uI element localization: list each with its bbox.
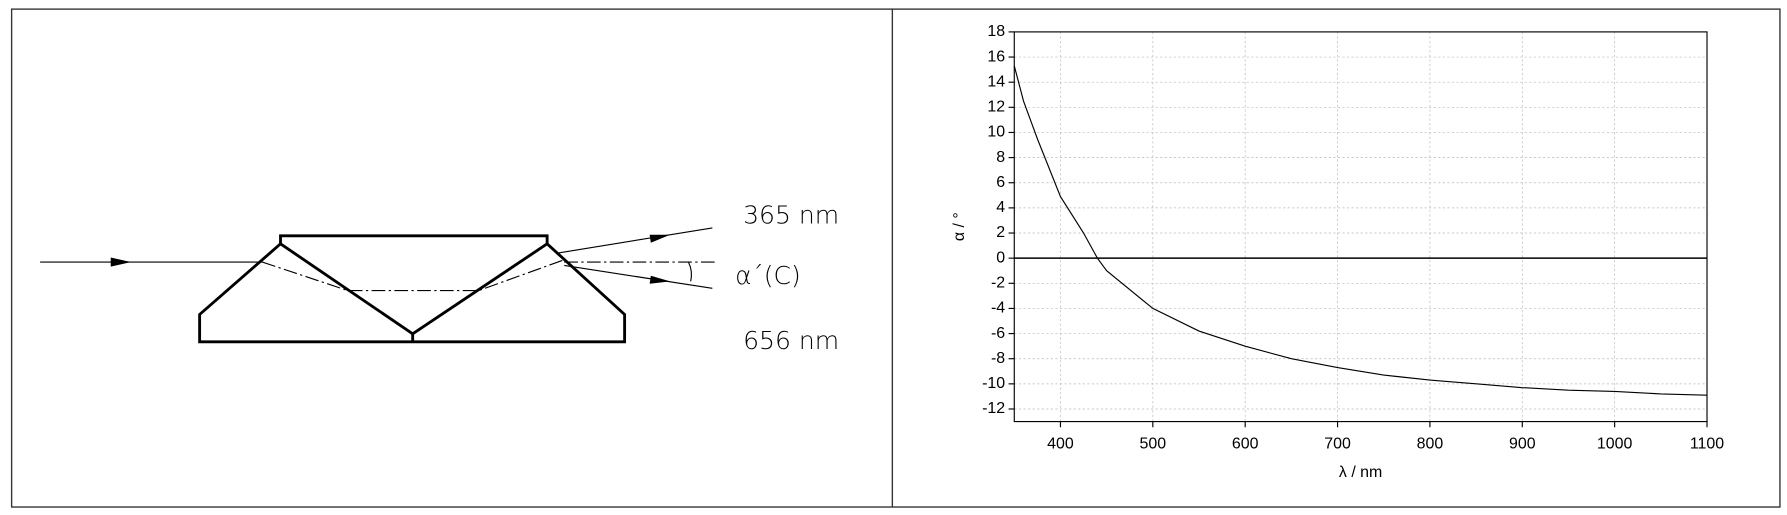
prism-top [279,234,549,244]
prisms [198,234,627,344]
x-tick-label: 400 [1047,436,1074,453]
y-tick-label: 4 [996,199,1005,216]
y-tick-label: 10 [987,124,1005,141]
label-656: 656 nm [743,326,839,355]
y-tick-label: 12 [987,99,1005,116]
arrow [649,275,671,284]
y-axis-label: α / ° [951,212,968,241]
x-tick-label: 500 [1140,436,1167,453]
y-tick-label: 6 [996,174,1005,191]
x-axis-label: λ / nm [1339,464,1382,481]
chart: -12 -10 -8 -6 -4 -2 0 2 4 6 8 10 12 14 16 18 400 500 600 70… [951,23,1724,481]
y-tick-label: -8 [991,350,1005,367]
arrow [649,234,671,243]
label-alpha: α´(C) [735,261,801,290]
arrow [110,257,132,267]
x-tick-label: 900 [1509,436,1536,453]
y-tick-label: 8 [996,149,1005,166]
y-tick-label: 0 [996,249,1005,266]
x-tick-label: 800 [1417,436,1444,453]
prism-edge [411,242,548,336]
x-tick-label: 600 [1232,436,1259,453]
x-tick-label: 700 [1324,436,1351,453]
y-tick-label: 2 [996,224,1005,241]
ray-656 [564,264,713,289]
y-tick-label: -6 [991,325,1005,342]
ray-365 [558,227,713,254]
y-tick-label: 16 [987,48,1005,65]
y-tick-label: -4 [991,300,1005,317]
y-tick-label: 18 [987,23,1005,40]
label-365: 365 nm [743,200,839,229]
data-line [1013,65,1708,396]
x-tick-label: 1100 [1690,436,1724,453]
prism-edge [279,242,414,336]
plot-frame [1013,31,1708,423]
outer-frame [10,8,1781,508]
inner-ray [262,259,565,292]
y-tick-label: -12 [982,400,1005,417]
prism-diagram: 365 nm α´(C) 656 nm [40,200,839,355]
y-tick-label: -10 [982,375,1005,392]
angle-arc [687,261,693,282]
y-tick-label: 14 [987,73,1005,90]
prism-outline [198,242,627,344]
y-tick-label: -2 [991,275,1005,292]
x-tick-label: 1000 [1597,436,1633,453]
